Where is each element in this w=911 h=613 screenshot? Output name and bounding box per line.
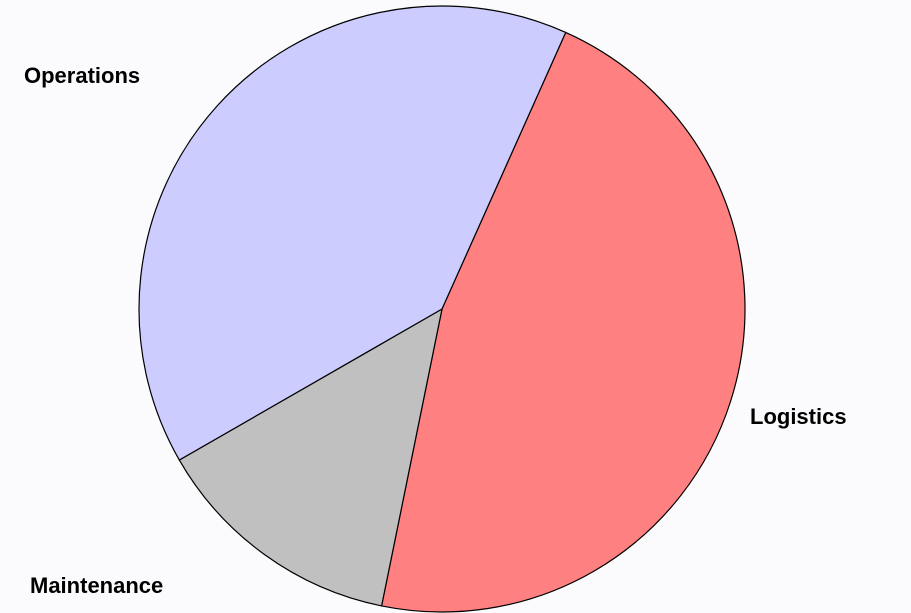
pie-slice (380, 31, 746, 613)
slice-label: Logistics (750, 404, 847, 429)
pie-slice (178, 307, 443, 607)
slice-label: Operations (24, 63, 140, 88)
slice-label: Maintenance (30, 573, 163, 598)
pie-slice (138, 5, 567, 461)
